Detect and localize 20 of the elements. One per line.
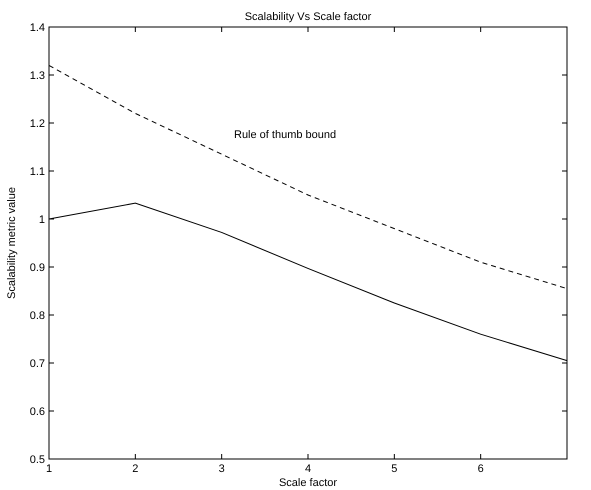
y-tick-label: 1.4 xyxy=(30,22,45,34)
x-tick-label: 5 xyxy=(391,463,398,475)
x-tick-label: 1 xyxy=(46,463,52,475)
x-tick-label: 2 xyxy=(132,463,138,475)
y-tick-label: 0.9 xyxy=(30,262,45,274)
y-tick-label: 1.2 xyxy=(30,118,45,130)
x-axis-title: Scale factor xyxy=(278,477,338,489)
annotation: Rule of thumb bound xyxy=(234,129,336,141)
y-tick-label: 1 xyxy=(38,214,45,226)
y-tick-label: 1.3 xyxy=(30,70,45,82)
y-tick-label: 0.6 xyxy=(30,406,45,418)
x-tick-label: 4 xyxy=(304,463,312,475)
y-tick-label: 1.1 xyxy=(30,166,45,178)
y-tick-label: 0.8 xyxy=(30,310,45,322)
y-tick-label: 0.5 xyxy=(30,454,45,466)
y-axis-title: Scalability metric value xyxy=(6,187,18,299)
chart-title: Scalability Vs Scale factor xyxy=(244,11,372,23)
y-tick-label: 0.7 xyxy=(30,358,45,370)
x-tick-label: 6 xyxy=(478,463,484,475)
x-tick-label: 3 xyxy=(218,463,225,475)
